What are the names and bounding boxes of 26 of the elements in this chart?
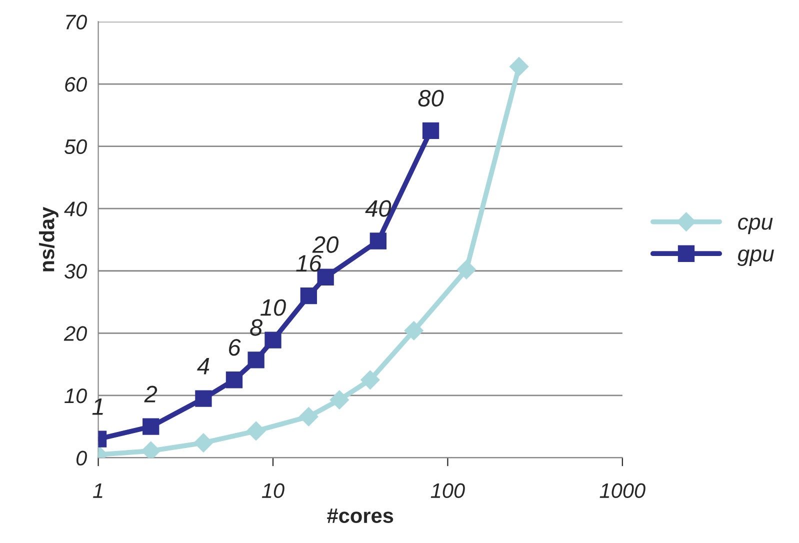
y-axis-title: ns/day — [39, 206, 58, 272]
annotation: 8 — [250, 319, 262, 336]
x-axis-title: #cores — [327, 508, 394, 524]
annotation: 1 — [92, 398, 103, 415]
y-tick-label: 0 — [76, 450, 87, 466]
y-tick-label: 70 — [66, 14, 87, 30]
y-tick-label: 20 — [64, 326, 87, 341]
x-tick-label: 100 — [430, 483, 465, 498]
y-tick-label: 50 — [64, 139, 87, 154]
y-tick-label: 60 — [65, 77, 87, 92]
x-tick-label: 1000 — [600, 483, 646, 498]
annotation: 4 — [197, 358, 210, 374]
x-tick-label: 10 — [262, 483, 284, 498]
annotation: 40 — [365, 200, 392, 217]
y-tick-label: 40 — [64, 202, 87, 216]
annotation: 6 — [228, 339, 241, 356]
y-tick-label: 30 — [64, 264, 87, 279]
annotation: 20 — [312, 236, 339, 253]
y-tick-label: 10 — [64, 388, 87, 404]
legend-label: cpu — [738, 218, 773, 234]
legend-label: gpu — [737, 249, 774, 266]
annotation: 10 — [260, 299, 286, 316]
x-tick-label: 1 — [93, 484, 102, 498]
annotation: 16 — [296, 254, 322, 272]
annotation: 2 — [144, 386, 158, 402]
annotation: 80 — [418, 90, 444, 107]
